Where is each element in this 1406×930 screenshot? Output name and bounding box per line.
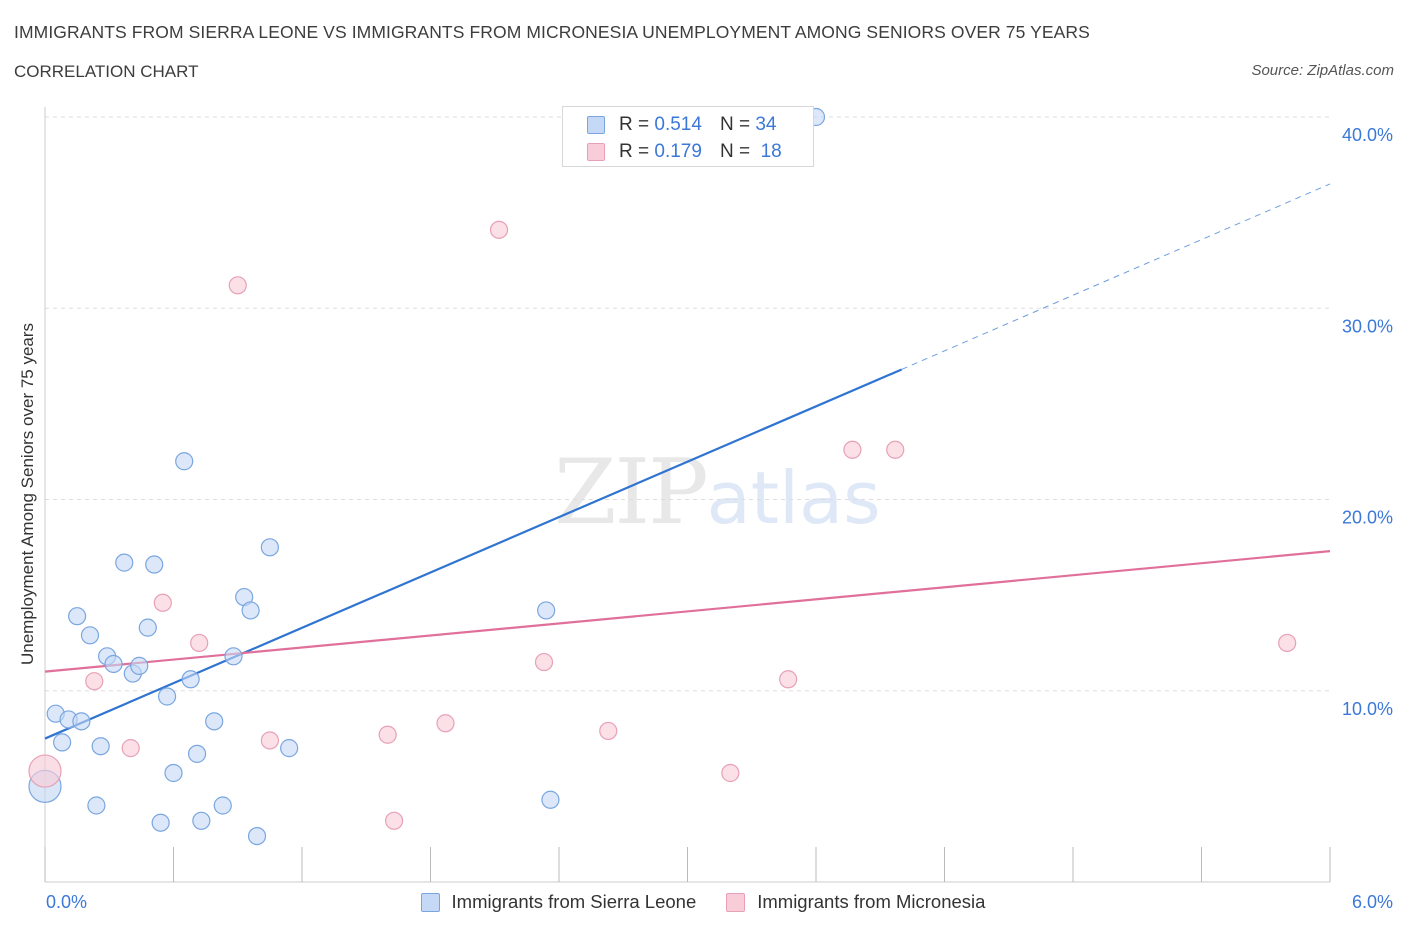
r-label: R = (619, 141, 650, 162)
data-point (53, 733, 72, 752)
data-point (599, 721, 618, 741)
data-point (1278, 633, 1297, 653)
data-point (260, 731, 279, 750)
data-point (537, 601, 556, 620)
data-point (175, 452, 194, 471)
data-point (187, 744, 207, 763)
data-point (436, 714, 455, 733)
point-layer (28, 107, 1297, 846)
stats-legend: R = 0.514 N = 34 R = 0.179 N = 18 (562, 106, 814, 167)
legend-item-sierra-leone[interactable]: Immigrants from Sierra Leone (420, 891, 697, 913)
legend-label: Immigrants from Sierra Leone (451, 891, 697, 912)
data-point (157, 687, 177, 706)
source-label: Source: ZipAtlas.com (1251, 62, 1394, 79)
legend-label: Immigrants from Micronesia (757, 891, 986, 912)
tick-label-layer: 10.0% 20.0% 30.0% 40.0% 0.0% 6.0% (46, 125, 1393, 912)
y-tick-label: 40.0% (1342, 125, 1393, 145)
n-label: N = (719, 114, 751, 135)
data-point (228, 276, 247, 295)
data-point (384, 811, 404, 830)
n-label: N = (719, 141, 751, 162)
chart-title: IMMIGRANTS FROM SIERRA LEONE VS IMMIGRAN… (14, 22, 1090, 42)
data-point (153, 593, 172, 612)
y-tick-label: 10.0% (1342, 699, 1393, 719)
data-point (213, 796, 232, 815)
y-tick-label: 30.0% (1342, 316, 1393, 336)
y-tick-label: 20.0% (1342, 508, 1393, 528)
data-point (80, 626, 100, 645)
data-point (121, 739, 140, 758)
data-point (886, 440, 905, 459)
data-point (192, 811, 211, 830)
legend-item-micronesia[interactable]: Immigrants from Micronesia (726, 891, 985, 913)
data-point (115, 553, 134, 572)
chart-subtitle: CORRELATION CHART (14, 62, 199, 81)
data-point (190, 633, 209, 653)
data-point (260, 538, 279, 557)
stats-legend-row-micronesia: R = 0.179 N = 18 (587, 139, 782, 165)
data-point (181, 670, 200, 689)
y-axis-label: Unemployment Among Seniors over 75 years (18, 322, 37, 666)
data-point (28, 754, 62, 788)
stats-legend-row-sierra-leone: R = 0.514 N = 34 (587, 112, 776, 138)
data-point (164, 763, 183, 783)
data-point (241, 601, 260, 620)
axis-layer (44, 107, 1331, 883)
x-tick-label: 0.0% (46, 892, 87, 912)
data-point (85, 672, 104, 691)
data-point (91, 737, 110, 756)
data-point (779, 670, 798, 689)
sierra-leone-swatch (420, 892, 440, 912)
r-value: 0.179 (654, 141, 702, 162)
data-point (247, 826, 267, 846)
data-point (68, 607, 87, 626)
data-point (104, 654, 123, 674)
n-value: 18 (760, 141, 782, 162)
r-value: 0.514 (654, 114, 702, 135)
data-point (843, 440, 862, 459)
series-legend: Immigrants from Sierra Leone Immigrants … (0, 888, 1406, 916)
x-tick-label: 6.0% (1352, 892, 1393, 912)
micronesia-swatch (726, 892, 746, 912)
micronesia-swatch (587, 143, 605, 161)
data-point (138, 618, 157, 637)
data-point (151, 813, 170, 832)
data-point (721, 763, 740, 783)
n-value: 34 (755, 114, 777, 135)
trend-line-extension (901, 183, 1331, 370)
data-point (378, 725, 397, 744)
data-point (72, 712, 91, 731)
r-label: R = (619, 114, 650, 135)
trend-line (44, 368, 903, 740)
grid-layer (45, 116, 1330, 692)
data-point (130, 656, 149, 675)
data-point (534, 652, 554, 672)
data-point (489, 220, 509, 239)
data-point (541, 790, 560, 809)
sierra-leone-swatch (587, 116, 605, 134)
trend-line (44, 550, 1331, 673)
data-point (280, 739, 299, 758)
data-point (87, 796, 106, 815)
data-point (145, 555, 164, 574)
data-point (224, 647, 243, 666)
data-point (205, 712, 224, 731)
